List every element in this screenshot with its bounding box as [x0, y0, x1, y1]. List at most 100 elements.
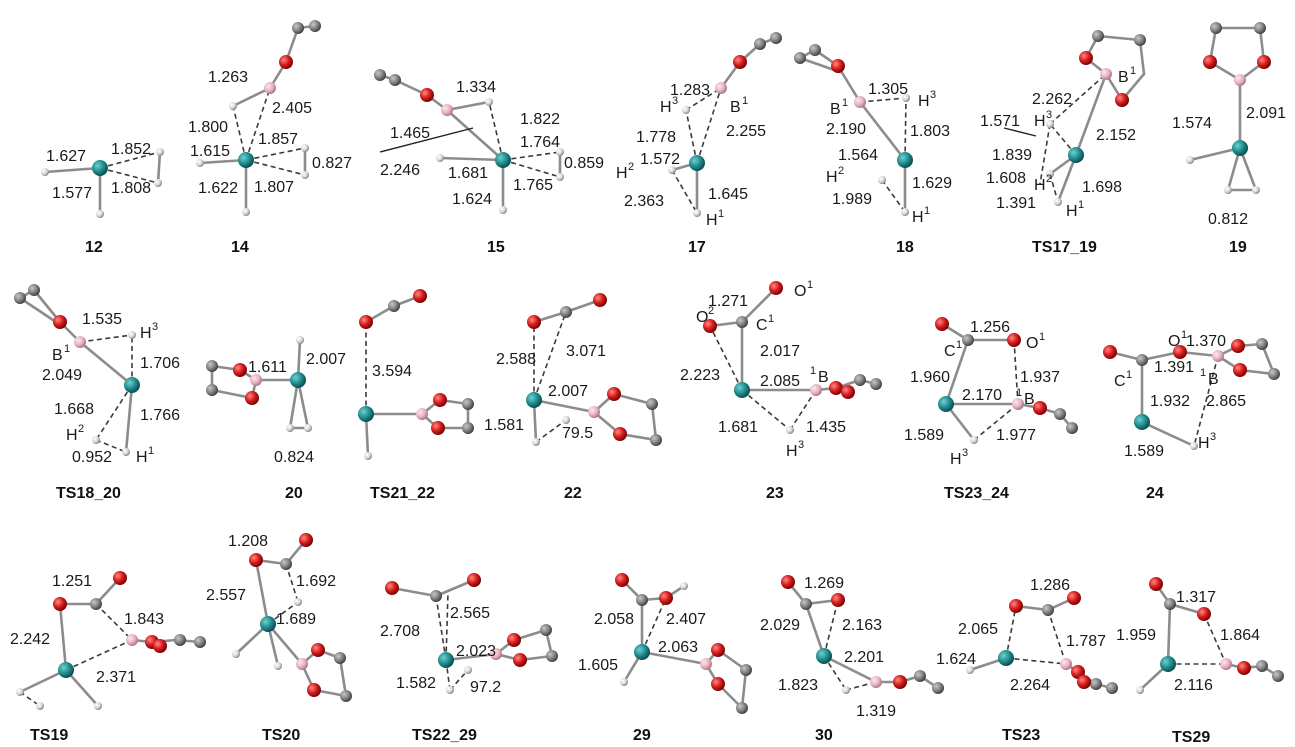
hydrogen-atom [154, 179, 162, 187]
atom-label: B [1208, 371, 1219, 388]
hydrogen-atom [668, 166, 676, 174]
distance-label: 1.317 [1176, 589, 1216, 606]
carbon-atom [794, 52, 806, 64]
carbon-atom [1210, 22, 1222, 34]
distance-label: 1.629 [912, 175, 952, 192]
atom-label: C [756, 317, 768, 334]
boron-atom [264, 82, 276, 94]
distance-label: 2.201 [844, 649, 884, 666]
metal-atom [1232, 140, 1248, 156]
distance-label: 1.706 [140, 355, 180, 372]
oxygen-atom [593, 293, 607, 307]
carbon-atom [540, 624, 552, 636]
distance-label: 1.689 [276, 611, 316, 628]
hydrogen-atom [156, 148, 164, 156]
carbon-atom [646, 398, 658, 410]
atom-label: B [830, 101, 841, 118]
distance-label: 1.807 [254, 179, 294, 196]
structure-label: 17 [688, 239, 706, 256]
metal-atom [438, 652, 454, 668]
carbon-atom [914, 670, 926, 682]
distance-label: 2.246 [380, 162, 420, 179]
oxygen-atom [467, 573, 481, 587]
carbon-atom [1134, 34, 1146, 46]
svg-text:1: 1 [148, 445, 154, 457]
carbon-atom [1066, 422, 1078, 434]
structure-label: 29 [633, 727, 651, 744]
distance-label: 1.698 [1082, 179, 1122, 196]
distance-label: 2.152 [1096, 127, 1136, 144]
carbon-atom [1090, 678, 1102, 690]
svg-text:1: 1 [768, 313, 774, 325]
distance-label: 1.989 [832, 191, 872, 208]
hydrogen-atom [499, 206, 507, 214]
distance-label: 1.263 [208, 69, 248, 86]
carbon-atom [174, 634, 186, 646]
oxygen-atom [1033, 401, 1047, 415]
carbon-atom [334, 652, 346, 664]
metal-atom [634, 644, 650, 660]
structure-label: TS20 [262, 727, 300, 744]
metal-atom [689, 155, 705, 171]
carbon-atom [389, 74, 401, 86]
oxygen-atom [711, 643, 725, 657]
carbon-atom [560, 306, 572, 318]
carbon-atom [374, 69, 386, 81]
atom-label: O [696, 309, 708, 326]
distance-label: 0.827 [312, 155, 352, 172]
structure-label: 23 [766, 485, 784, 502]
oxygen-atom [613, 427, 627, 441]
distance-label: 2.063 [658, 639, 698, 656]
distance-label: 1.622 [198, 180, 238, 197]
hydrogen-atom [786, 426, 794, 434]
metal-atom [998, 650, 1014, 666]
svg-text:2: 2 [708, 305, 714, 317]
hydrogen-atom [1136, 686, 1144, 694]
atom-label: C [944, 343, 956, 360]
carbon-atom [1164, 598, 1176, 610]
carbon-atom [1272, 670, 1284, 682]
distance-label: 2.708 [380, 623, 420, 640]
distance-label: 3.594 [372, 363, 412, 380]
metal-atom [358, 406, 374, 422]
distance-label: 1.581 [484, 417, 524, 434]
distance-label: 2.407 [666, 611, 706, 628]
distance-label: 2.588 [496, 351, 536, 368]
distance-label: 1.334 [456, 79, 496, 96]
distance-label: 2.242 [10, 631, 50, 648]
structure-TS29: 1.317 1.959 1.864 2.116 TS29 [1116, 577, 1284, 746]
structure-30: 1.269 2.029 2.163 2.201 1.823 1.319 30 [760, 575, 944, 744]
carbon-atom [292, 22, 304, 34]
svg-text:3: 3 [1046, 109, 1052, 121]
distance-label: 2.023 [456, 643, 496, 660]
distance-label: 1.932 [1150, 393, 1190, 410]
distance-label: 1.391 [996, 195, 1036, 212]
boron-atom [588, 406, 600, 418]
svg-text:1: 1 [64, 343, 70, 355]
distance-label: 2.255 [726, 123, 766, 140]
structure-19: 1.574 2.091 0.812 19 [1172, 22, 1286, 256]
structure-label: TS17_19 [1032, 239, 1097, 256]
distance-label: 2.017 [760, 343, 800, 360]
svg-text:1: 1 [842, 97, 848, 109]
atom-label: H [706, 212, 718, 229]
distance-label: 2.091 [1246, 105, 1286, 122]
hydrogen-atom [242, 208, 250, 216]
hydrogen-atom [286, 424, 294, 432]
boron-atom [1060, 658, 1072, 670]
hydrogen-atom [446, 686, 454, 694]
hydrogen-atom [556, 148, 564, 156]
atom-label: H [1198, 435, 1210, 452]
carbon-atom [206, 360, 218, 372]
oxygen-atom [829, 381, 843, 395]
metal-atom [92, 160, 108, 176]
metal-atom [938, 396, 954, 412]
distance-label: 2.865 [1206, 393, 1246, 410]
oxygen-atom [53, 597, 67, 611]
oxygen-atom [711, 677, 725, 691]
metal-atom [897, 152, 913, 168]
carbon-atom [962, 334, 974, 346]
structure-12: 1.627 1.852 1.577 1.808 12 [41, 141, 164, 256]
atom-label: B [730, 99, 741, 116]
